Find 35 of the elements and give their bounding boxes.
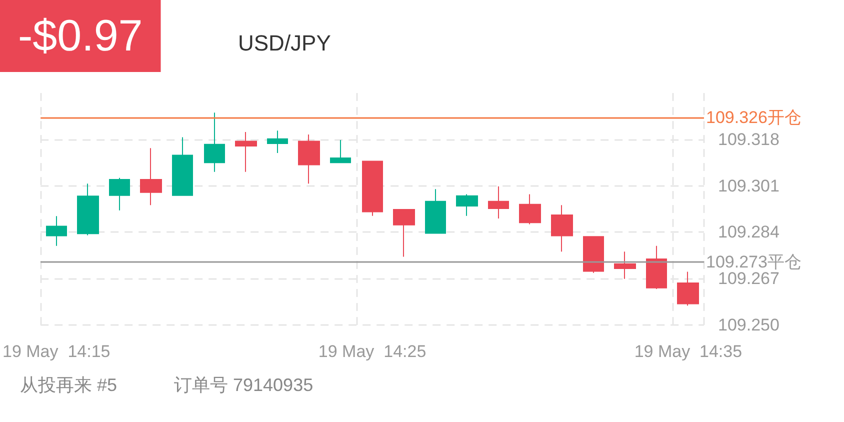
candlestick: [677, 271, 699, 306]
candlestick: [583, 236, 604, 274]
candlestick: [393, 209, 415, 258]
candlestick: [204, 112, 225, 172]
candlestick: [77, 183, 99, 236]
x-tick-label: 19 May 14:15: [2, 342, 110, 361]
y-tick-label: 109.318: [718, 130, 780, 149]
y-tick-label: 109.267: [718, 269, 780, 288]
candlestick: [330, 139, 351, 164]
candlestick: [551, 204, 573, 252]
candlestick: [456, 194, 478, 216]
ref-line-label: 109.273平仓: [706, 252, 802, 272]
chart-subtitle: USD/JPY: [238, 30, 332, 56]
ref-line-label: 109.326开仓: [706, 108, 802, 128]
candlestick: [46, 216, 67, 246]
text: 订单号 79140935: [174, 375, 314, 395]
candlestick: [614, 251, 636, 280]
candlestick: [235, 132, 257, 172]
candlestick: [519, 194, 541, 225]
text: 从投再来 #5: [20, 375, 118, 395]
candlestick: [109, 177, 130, 211]
x-tick-label: 19 May 14:35: [634, 342, 742, 361]
candlestick: [362, 160, 383, 216]
candlestick: [267, 130, 288, 154]
candlestick: [425, 188, 446, 234]
candlestick: [488, 186, 509, 220]
candlestick: [646, 245, 667, 290]
chart-title: -$0.97: [18, 12, 143, 60]
candlestick: [140, 148, 162, 206]
candlestick: [172, 136, 193, 196]
y-tick-label: 109.301: [718, 176, 780, 196]
y-tick-label: 109.284: [718, 222, 780, 242]
candlestick: [298, 134, 320, 184]
y-tick-label: 109.250: [718, 316, 780, 334]
x-tick-label: 19 May 14:25: [318, 342, 426, 361]
